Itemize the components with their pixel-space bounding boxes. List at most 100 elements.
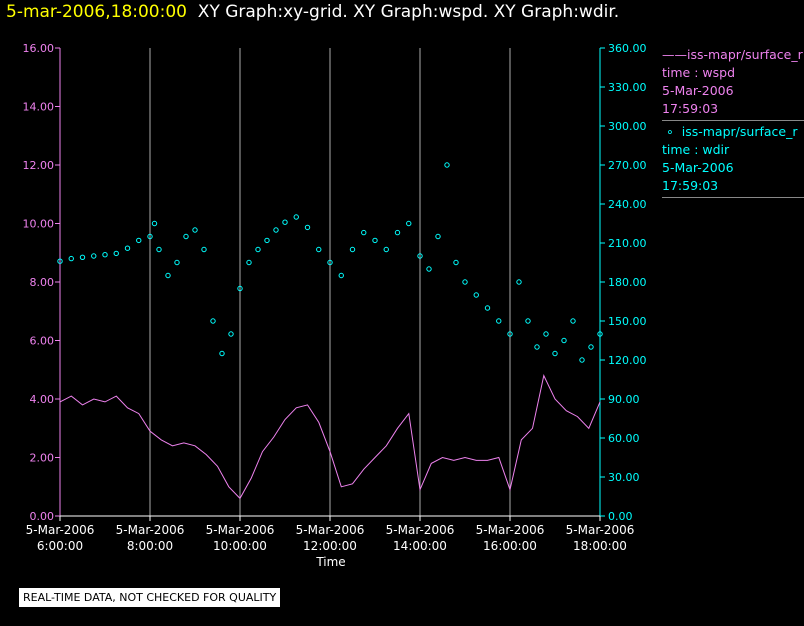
- wdir-point: [473, 292, 479, 298]
- x-tick-time-label: 18:00:00: [573, 539, 627, 553]
- legend-source: iss-mapr/surface_r: [687, 47, 803, 62]
- x-tick-time-label: 16:00:00: [483, 539, 537, 553]
- wdir-point: [579, 357, 585, 363]
- left-axis-ticks: 0.00 2.00 4.00 6.00 8.00 10.00 12.00 14.00 16.00: [23, 42, 60, 523]
- legend-label: time : wspd: [662, 65, 736, 80]
- series-wdir: [57, 162, 603, 363]
- wdir-point: [361, 229, 367, 236]
- right-tick-label: 30.00: [608, 471, 640, 484]
- x-tick-time-label: 8:00:00: [127, 539, 173, 553]
- wdir-point: [426, 266, 432, 272]
- wdir-point: [91, 253, 97, 259]
- wdir-point: [201, 246, 207, 253]
- x-axis-ticks: 5-Mar-2006 6:00:00 5-Mar-2006 8:00:00 5-Mar-…: [26, 516, 634, 553]
- wdir-point: [383, 246, 389, 253]
- wdir-point: [237, 285, 243, 292]
- left-tick-label: 12.00: [23, 159, 55, 172]
- wdir-point: [453, 259, 459, 266]
- x-tick-date-label: 5-Mar-2006: [386, 523, 455, 537]
- wdir-point: [156, 246, 162, 253]
- left-tick-label: 14.00: [23, 101, 55, 114]
- right-tick-label: 150.00: [608, 315, 647, 328]
- wdir-point: [304, 224, 311, 231]
- wdir-point: [570, 318, 576, 324]
- legend-label: time : wdir: [662, 142, 730, 157]
- left-tick-label: 4.00: [30, 393, 55, 406]
- legend-source: iss-mapr/surface_r: [681, 124, 798, 139]
- wdir-point: [561, 337, 567, 344]
- wdir-point: [394, 229, 401, 236]
- legend: ——iss-mapr/surface_r time : wspd 5-Mar-2…: [662, 46, 804, 200]
- wdir-point: [165, 272, 171, 279]
- wdir-point: [516, 279, 522, 285]
- right-tick-label: 120.00: [608, 354, 647, 367]
- right-tick-label: 300.00: [608, 120, 647, 133]
- right-tick-label: 180.00: [608, 276, 647, 289]
- wdir-point: [462, 279, 468, 285]
- wdir-point: [68, 255, 74, 262]
- x-tick-time-label: 14:00:00: [393, 539, 447, 553]
- x-tick-date-label: 5-Mar-2006: [116, 523, 185, 537]
- x-tick-time-label: 12:00:00: [303, 539, 357, 553]
- x-tick-date-label: 5-Mar-2006: [206, 523, 275, 537]
- left-tick-label: 16.00: [23, 42, 55, 55]
- x-tick-time-label: 6:00:00: [37, 539, 83, 553]
- wdir-point: [113, 250, 119, 257]
- wdir-point: [79, 254, 86, 260]
- wdir-point: [183, 233, 189, 240]
- wdir-point: [588, 344, 594, 350]
- wdir-point: [174, 259, 180, 266]
- wdir-point: [136, 237, 142, 244]
- title-graph-list: XY Graph:xy-grid. XY Graph:wspd. XY Grap…: [197, 2, 620, 22]
- wdir-point: [372, 237, 378, 244]
- x-tick-date-label: 5-Mar-2006: [476, 523, 545, 537]
- legend-date: 5-Mar-2006: [662, 160, 734, 175]
- wdir-point: [228, 331, 234, 337]
- legend-entry-wdir: ∘ iss-mapr/surface_r time : wdir 5-Mar-2…: [662, 123, 804, 198]
- x-tick-time-label: 10:00:00: [213, 539, 267, 553]
- right-tick-label: 90.00: [608, 393, 640, 406]
- left-tick-label: 10.00: [23, 218, 55, 231]
- wdir-point: [192, 227, 198, 233]
- wdir-point: [293, 214, 299, 220]
- wdir-point: [57, 258, 63, 264]
- wdir-point: [282, 219, 288, 225]
- quality-notice: REAL-TIME DATA, NOT CHECKED FOR QUALITY: [19, 588, 281, 607]
- wdir-point: [219, 350, 225, 357]
- wdir-point: [124, 245, 131, 251]
- wdir-point: [210, 318, 216, 324]
- series-wspd: [59, 374, 601, 500]
- left-tick-label: 6.00: [30, 335, 55, 348]
- wspd-line: [59, 374, 601, 500]
- wdir-point: [484, 305, 491, 311]
- wdir-point: [264, 237, 270, 244]
- right-tick-label: 360.00: [608, 42, 647, 55]
- wdir-point: [406, 220, 412, 227]
- right-tick-label: 330.00: [608, 81, 647, 94]
- wdir-point: [552, 350, 558, 357]
- left-tick-label: 0.00: [30, 510, 55, 523]
- legend-time: 17:59:03: [662, 178, 719, 193]
- right-tick-label: 0.00: [608, 510, 633, 523]
- right-axis-ticks: 0.00 30.00 60.00 90.00 120.00 150.00 180.00 210…: [600, 42, 647, 523]
- plot-grid: [149, 48, 511, 516]
- left-tick-label: 8.00: [30, 276, 55, 289]
- wdir-point: [444, 162, 450, 168]
- x-axis-label: Time: [315, 555, 345, 569]
- wdir-point: [534, 344, 540, 350]
- legend-date: 5-Mar-2006: [662, 83, 734, 98]
- legend-entry-wspd: ——iss-mapr/surface_r time : wspd 5-Mar-2…: [662, 46, 804, 121]
- right-tick-label: 60.00: [608, 432, 640, 445]
- right-tick-label: 210.00: [608, 237, 647, 250]
- wdir-point: [507, 331, 513, 337]
- wdir-point: [246, 259, 252, 266]
- wdir-point: [417, 253, 423, 259]
- wdir-point: [349, 246, 356, 253]
- left-tick-label: 2.00: [30, 452, 55, 465]
- wdir-point: [147, 233, 153, 240]
- wdir-point: [597, 331, 603, 337]
- right-tick-label: 240.00: [608, 198, 647, 211]
- legend-line-swatch: ——: [662, 47, 687, 62]
- wdir-point: [255, 246, 261, 253]
